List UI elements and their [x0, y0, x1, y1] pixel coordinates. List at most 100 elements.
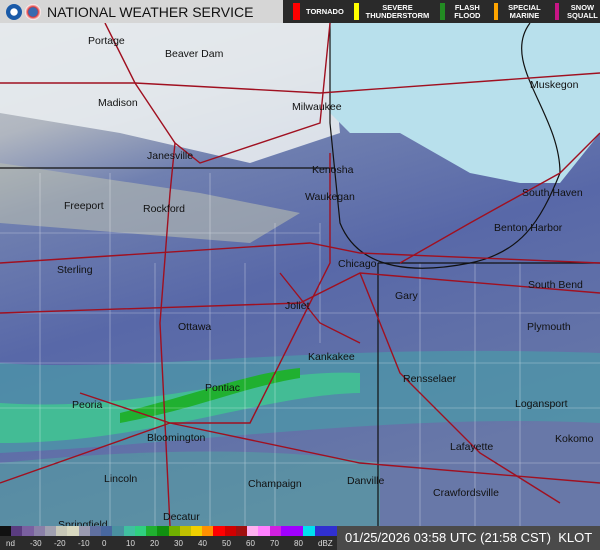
header: NATIONAL WEATHER SERVICE: [0, 0, 283, 23]
city-label: Champaign: [248, 478, 302, 490]
warning-label: SNOW SQUALL: [567, 2, 598, 20]
scale-tick-label: 10: [126, 539, 135, 548]
scale-color-step: [303, 526, 315, 536]
scale-color-step: [179, 526, 191, 536]
city-label: Milwaukee: [292, 101, 342, 113]
light-echo-area: [0, 163, 300, 243]
nws-logo: [25, 3, 41, 20]
scale-color-step: [325, 526, 338, 536]
scale-color-step: [213, 526, 225, 536]
scale-color-step: [22, 526, 34, 536]
city-label: Madison: [98, 97, 138, 109]
city-label: Kokomo: [555, 433, 594, 445]
scale-color-step: [190, 526, 203, 536]
city-label: Lincoln: [104, 473, 138, 485]
scale-tick-label: -30: [30, 539, 42, 548]
scale-color-step: [112, 526, 124, 536]
timestamp: 01/25/2026 03:58 UTC (21:58 CST): [345, 530, 551, 545]
scale-color-step: [134, 526, 147, 536]
warning-swatch: [440, 3, 445, 20]
scale-color-step: [101, 526, 113, 536]
warning-legend-item: SEVERE THUNDERSTORM: [353, 2, 431, 20]
warning-swatch: [353, 3, 359, 20]
warning-legend-item: SPECIAL MARINE: [493, 2, 545, 20]
warning-swatch: [493, 3, 499, 20]
scale-color-step: [157, 526, 169, 536]
noaa-logo: [6, 3, 22, 20]
scale-color-step: [123, 526, 135, 536]
city-label: Freeport: [64, 200, 104, 212]
city-label: Pontiac: [205, 382, 241, 394]
highways: [0, 23, 600, 526]
city-label: Kankakee: [308, 351, 355, 363]
city-label: Kenosha: [312, 164, 354, 176]
scale-tick-label: 20: [150, 539, 159, 548]
scale-color-step: [280, 526, 293, 536]
scale-color-step: [168, 526, 180, 536]
scale-color-step: [247, 526, 259, 536]
city-label: Gary: [395, 290, 418, 302]
warning-label: FLASH FLOOD: [454, 2, 481, 20]
scale-color-step: [202, 526, 214, 536]
city-label: Crawfordsville: [433, 487, 499, 499]
warnings-legend: TORNADO SEVERE THUNDERSTORM FLASH FLOOD SPE…: [283, 0, 600, 23]
snow-echo-area: [0, 23, 340, 163]
city-label: Benton Harbor: [494, 222, 563, 234]
scale-color-step: [11, 526, 23, 536]
warning-legend-item: SNOW SQUALL: [554, 2, 600, 20]
city-label: Chicago: [338, 258, 377, 270]
station-id: KLOT: [558, 530, 593, 545]
scale-color-step: [269, 526, 281, 536]
city-label: Plymouth: [527, 321, 571, 333]
city-label: Peoria: [72, 399, 103, 411]
scale-color-step: [0, 526, 12, 536]
scale-color-step: [235, 526, 248, 536]
warning-swatch: [293, 3, 300, 20]
scale-tick-label: 70: [270, 539, 279, 548]
scale-color-step: [56, 526, 68, 536]
city-label: South Bend: [528, 279, 583, 291]
scale-tick-label: 50: [222, 539, 231, 548]
scale-tick-label: 30: [174, 539, 183, 548]
city-label: Decatur: [163, 511, 200, 523]
city-label: Rockford: [143, 203, 186, 215]
city-label: Ottawa: [178, 321, 212, 333]
warning-label: SEVERE THUNDERSTORM: [365, 2, 430, 20]
scale-tick-label: -20: [54, 539, 66, 548]
scale-color-step: [224, 526, 236, 536]
scale-color-step: [44, 526, 57, 536]
city-label: Janesville: [147, 150, 194, 162]
city-label: Rensselaer: [403, 373, 457, 385]
reflectivity-legend: nd -30 -20 -10 0 10 20 30 40 50 60 70 80 dBZ: [0, 526, 338, 550]
scale-tick-label: 60: [246, 539, 255, 548]
city-label: Muskegon: [530, 79, 579, 91]
city-label: Sterling: [57, 264, 93, 276]
scale-color-step: [292, 526, 304, 536]
city-label: Logansport: [515, 398, 568, 410]
scale-tick-label: 80: [294, 539, 303, 548]
scale-tick-label: 40: [198, 539, 207, 548]
city-label: Danville: [347, 475, 385, 487]
scale-tick-label: -10: [78, 539, 90, 548]
city-label: Beaver Dam: [165, 48, 224, 60]
warning-swatch: [554, 3, 559, 20]
state-borders: [0, 23, 600, 526]
city-label: Waukegan: [305, 191, 355, 203]
scale-color-step: [89, 526, 102, 536]
scale-tick-label: nd: [6, 539, 15, 548]
warning-label: SPECIAL MARINE: [508, 2, 541, 20]
scale-color-step: [258, 526, 270, 536]
radar-map[interactable]: [0, 23, 600, 526]
city-label: South Haven: [522, 187, 583, 199]
scale-color-step: [78, 526, 90, 536]
southern-echo-area: [0, 451, 380, 526]
page-title: NATIONAL WEATHER SERVICE: [47, 3, 254, 20]
scale-color-step: [146, 526, 158, 536]
scale-color-step: [33, 526, 45, 536]
warning-legend-item: FLASH FLOOD: [440, 3, 484, 20]
warning-label: TORNADO: [306, 6, 344, 16]
scale-tick-label: dBZ: [318, 539, 333, 548]
scale-color-step: [67, 526, 79, 536]
warning-legend-item: TORNADO: [293, 3, 344, 20]
